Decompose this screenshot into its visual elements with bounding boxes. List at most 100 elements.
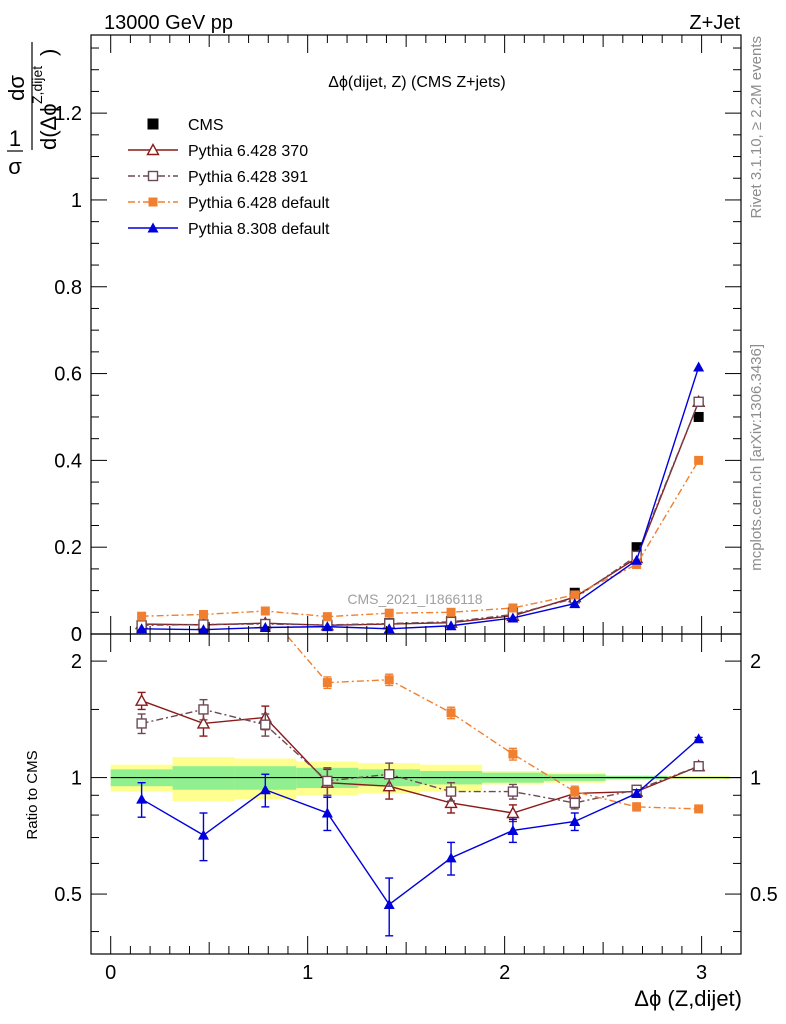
ratio-data-point [322, 775, 333, 787]
ratio-data-point [445, 786, 457, 797]
ratio-data-point [134, 693, 149, 706]
main-data-point [570, 590, 580, 600]
ratio-data-point [693, 761, 704, 772]
ratio-data-point [196, 716, 211, 729]
header-energy: 13000 GeV pp [104, 12, 233, 34]
ratio-data-point [259, 784, 271, 795]
ratio-series-4 [136, 733, 705, 937]
ratio-panel: 0.5 0.5 1 1 2 2 0 1 2 3 [54, 633, 778, 984]
ylabel-num: dσ [4, 75, 29, 101]
main-ytick-label-zero: 0 [71, 624, 82, 646]
ratio-data-point [506, 806, 520, 819]
chart-title: Δϕ(dijet, Z) (CMS Z+jets) [328, 74, 505, 91]
ratio-data-point [632, 802, 642, 812]
ratio-data-point [507, 786, 519, 797]
main-ytick-label: 0.8 [54, 277, 82, 299]
main-data-point [508, 603, 518, 613]
ylabel-den-close: ) [36, 49, 61, 56]
main-data-point [445, 620, 457, 631]
ratio-data-point [631, 787, 643, 798]
ratio-data-point [197, 829, 209, 840]
ratio-data-point [321, 807, 333, 818]
ratio-data-point [570, 787, 580, 797]
main-ytick-label: 1 [71, 190, 82, 212]
ratio-data-point [693, 733, 705, 744]
xtick-label: 2 [499, 962, 510, 984]
ratio-series-2 [136, 698, 704, 810]
side-rivet-text: Rivet 3.1.10, ≥ 2.2M events [748, 36, 765, 219]
ratio-series-line [141, 700, 699, 814]
main-data-point [384, 608, 394, 618]
ratio-data-point [322, 678, 332, 688]
ratio-series-line [141, 738, 700, 906]
ratio-frame [90, 633, 742, 955]
legend-marker [147, 222, 159, 233]
main-data-point [197, 624, 209, 635]
analysis-watermark: CMS_2021_I1866118 [347, 591, 482, 607]
xtick-label: 3 [696, 962, 707, 984]
main-ytick-label: 0 [71, 624, 82, 646]
main-ytick-label: 1.2 [54, 103, 82, 125]
legend-marker [147, 170, 159, 182]
ratio-series-line [141, 708, 699, 804]
legend-label: Pythia 8.308 default [188, 221, 330, 238]
ratio-plot-content [134, 634, 706, 937]
ylabel-frac-one: 1 [9, 126, 21, 151]
main-data-point [693, 411, 704, 422]
main-ylabel: 1 σ dσ d(Δϕ Z,dijet ) [4, 42, 61, 179]
main-series-4 [136, 361, 705, 635]
legend-entry: Pythia 6.428 default [128, 195, 330, 212]
ylabel-den-sup: Z,dijet [29, 66, 45, 104]
ylabel-den: d(Δϕ [36, 103, 61, 150]
main-series-line [141, 366, 700, 631]
ratio-ytick-label: 1 [71, 768, 82, 790]
ratio-data-point [569, 816, 581, 827]
legend-marker [148, 197, 158, 207]
ratio-data-point [136, 793, 148, 804]
legend: CMS Pythia 6.428 370 Pythia 6.428 391 Pythi… [128, 117, 330, 238]
ratio-ytick-label: 2 [71, 651, 82, 673]
ratio-ylabel: Ratio to CMS [24, 750, 41, 839]
legend-label: Pythia 6.428 default [188, 195, 330, 212]
ratio-ytick-label-right: 2 [750, 651, 761, 673]
legend-marker [146, 143, 160, 156]
main-data-point [694, 455, 704, 465]
ratio-data-point [446, 708, 456, 718]
ratio-data-point [569, 797, 580, 809]
ratio-ytick-label-right: 1 [750, 768, 761, 790]
ratio-data-point [198, 704, 209, 715]
main-data-point [631, 542, 642, 553]
main-ytick-label: 0.4 [54, 450, 82, 472]
ratio-data-point [136, 718, 147, 729]
main-data-point [693, 361, 705, 372]
ratio-data-point [384, 769, 395, 780]
x-axis-label: Δϕ (Z,dijet) [634, 986, 742, 1011]
ratio-data-point [508, 749, 518, 759]
legend-marker [147, 118, 159, 130]
legend-label: Pythia 6.428 391 [188, 169, 308, 186]
legend-label: CMS [188, 117, 224, 134]
legend-label: Pythia 6.428 370 [188, 143, 308, 160]
ratio-data-point [507, 824, 519, 835]
ratio-ytick-label-right: 0.5 [750, 884, 778, 906]
main-data-point [693, 396, 704, 407]
main-data-point [260, 606, 270, 616]
cms-uncertainty-bands [110, 757, 741, 801]
main-data-point [631, 554, 643, 565]
main-ytick-label: 0.2 [54, 537, 82, 559]
xtick-label: 0 [105, 962, 116, 984]
ratio-data-point [445, 852, 457, 863]
main-series-line [141, 401, 700, 627]
main-ytick-label: 0.6 [54, 364, 82, 386]
main-data-point [137, 611, 147, 621]
ratio-data-point [384, 675, 394, 685]
ylabel-frac-sigma: σ [8, 154, 22, 179]
side-site-text: mcplots.cern.ch [arXiv:1306.3436] [748, 344, 765, 571]
header-process: Z+Jet [689, 12, 740, 34]
ratio-series-3 [284, 634, 704, 814]
main-data-point [198, 609, 208, 619]
ratio-data-point [260, 719, 271, 730]
main-data-point [569, 598, 581, 609]
ratio-axes: 0.5 0.5 1 1 2 2 0 1 2 3 [54, 634, 778, 984]
